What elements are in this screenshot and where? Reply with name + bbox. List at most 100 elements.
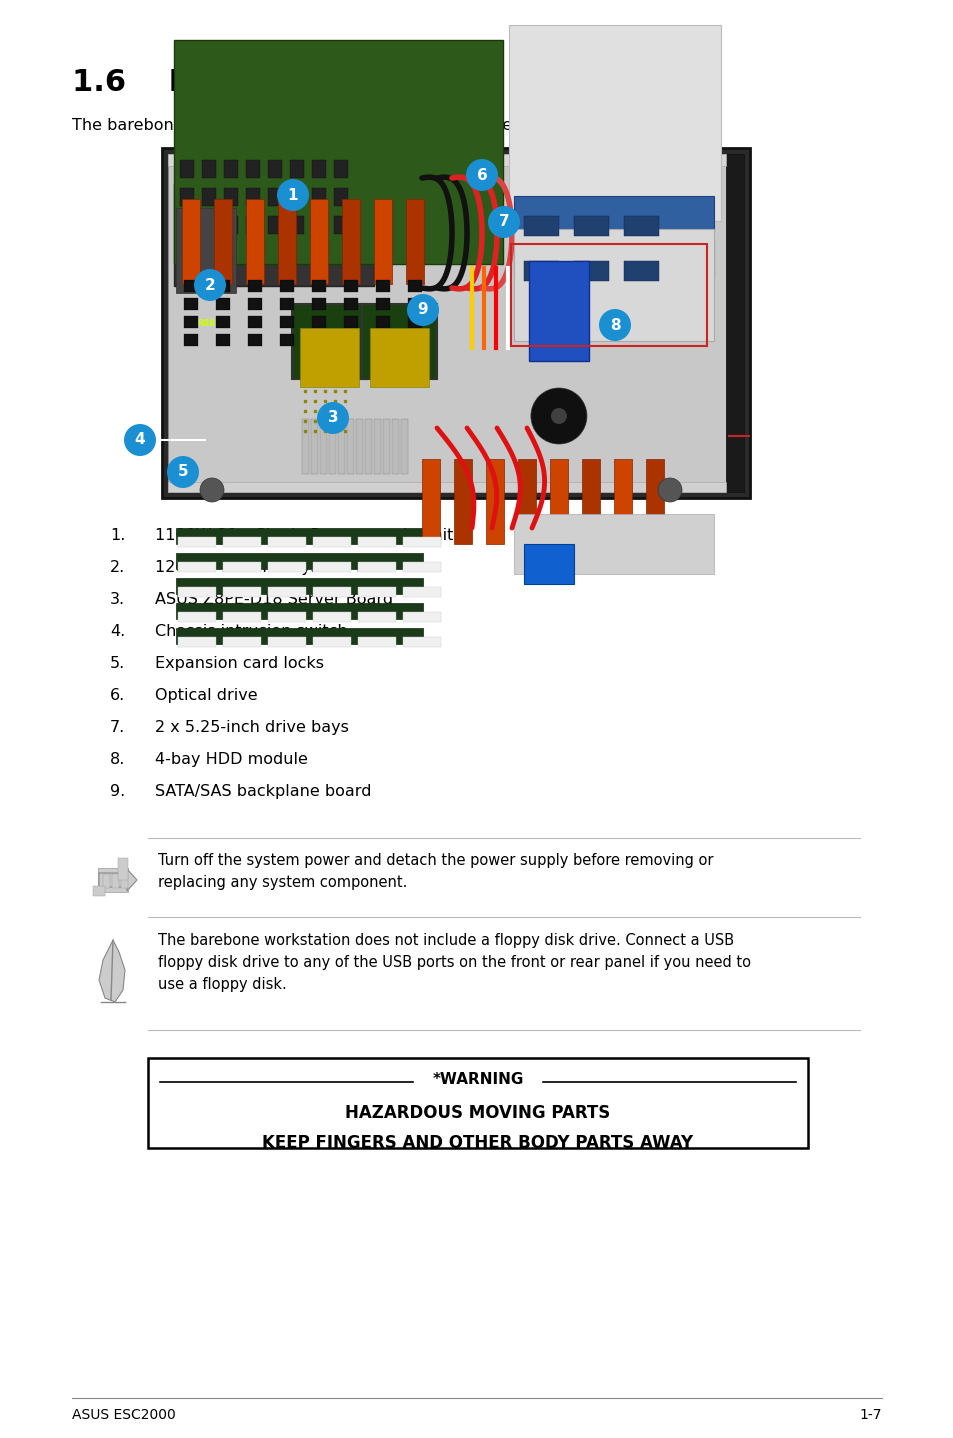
Bar (223, 536, 261, 546)
Circle shape (193, 269, 226, 301)
Text: Expansion card locks: Expansion card locks (154, 656, 324, 672)
Text: 1.: 1. (110, 528, 125, 544)
Bar (374, 198, 392, 283)
Bar (215, 316, 230, 328)
Bar (246, 198, 264, 283)
Circle shape (124, 424, 156, 456)
Text: 6: 6 (476, 167, 487, 183)
Bar (248, 280, 262, 292)
Bar (248, 298, 262, 311)
Bar (223, 587, 261, 597)
Bar (299, 328, 358, 387)
Text: Chassis intrusion switch: Chassis intrusion switch (154, 624, 347, 638)
Text: 7.: 7. (110, 720, 125, 735)
Bar (402, 637, 440, 647)
Bar (268, 188, 282, 206)
Bar (280, 298, 294, 311)
Bar (365, 418, 372, 475)
Bar (148, 1058, 807, 1148)
Bar (375, 334, 390, 347)
Bar (292, 303, 367, 380)
Bar (725, 154, 743, 492)
Bar (310, 198, 328, 283)
Bar (485, 459, 503, 544)
Bar (392, 418, 398, 475)
Circle shape (407, 293, 438, 326)
Bar (402, 587, 440, 597)
Bar (168, 154, 725, 165)
Bar (313, 536, 351, 546)
Bar (402, 536, 440, 546)
Bar (312, 298, 326, 311)
Bar (173, 184, 374, 286)
Bar (341, 198, 359, 283)
Bar (313, 613, 351, 623)
Bar (517, 459, 536, 544)
Bar (175, 528, 422, 544)
Bar (375, 280, 390, 292)
Bar (302, 418, 309, 475)
Bar (550, 459, 567, 544)
Bar (337, 418, 345, 475)
Bar (623, 262, 659, 280)
Bar (408, 334, 421, 347)
Bar (280, 280, 294, 292)
Bar (118, 858, 128, 880)
Bar (311, 418, 317, 475)
Text: SATA/SAS backplane board: SATA/SAS backplane board (154, 784, 371, 800)
Circle shape (167, 456, 199, 487)
Bar (514, 242, 713, 276)
Bar (514, 513, 713, 574)
Bar (112, 874, 119, 889)
Bar (334, 188, 348, 206)
Bar (215, 334, 230, 347)
Bar (334, 216, 348, 234)
Bar (162, 148, 749, 498)
Text: 120mm x 38mm system fan: 120mm x 38mm system fan (154, 559, 381, 575)
FancyArrow shape (99, 869, 137, 892)
Bar (344, 334, 357, 347)
Bar (268, 637, 306, 647)
Bar (184, 334, 198, 347)
Bar (421, 459, 439, 544)
Bar (523, 216, 558, 236)
Text: 7: 7 (498, 214, 509, 230)
Bar (175, 628, 422, 644)
Bar (329, 418, 335, 475)
Bar (280, 334, 294, 347)
Circle shape (200, 477, 224, 502)
Bar (574, 262, 608, 280)
Bar (408, 298, 421, 311)
Bar (175, 554, 422, 569)
Text: R88: R88 (196, 318, 214, 328)
Bar (246, 216, 260, 234)
Text: 8: 8 (609, 318, 619, 332)
Bar (454, 459, 472, 544)
Text: 1: 1 (288, 187, 298, 203)
Bar (248, 316, 262, 328)
Text: 6.: 6. (110, 687, 125, 703)
Text: KEEP FINGERS AND OTHER BODY PARTS AWAY: KEEP FINGERS AND OTHER BODY PARTS AWAY (262, 1135, 693, 1152)
Text: 4: 4 (134, 433, 145, 447)
Bar (184, 280, 198, 292)
Bar (382, 418, 390, 475)
Bar (313, 637, 351, 647)
Bar (175, 209, 235, 293)
Bar (408, 280, 421, 292)
Text: 3: 3 (327, 410, 338, 426)
Bar (168, 154, 725, 492)
Circle shape (550, 408, 566, 424)
Text: 1.6    Internal features: 1.6 Internal features (71, 68, 459, 96)
Text: 5: 5 (177, 464, 188, 479)
Bar (402, 562, 440, 572)
Bar (280, 316, 294, 328)
Bar (312, 280, 326, 292)
Bar (511, 244, 706, 347)
Text: ASUS ESC2000: ASUS ESC2000 (71, 1408, 175, 1422)
Text: *WARNING: *WARNING (432, 1071, 523, 1087)
Bar (184, 316, 198, 328)
Bar (581, 459, 599, 544)
Bar (121, 874, 128, 889)
Bar (312, 160, 326, 178)
Circle shape (658, 477, 681, 502)
